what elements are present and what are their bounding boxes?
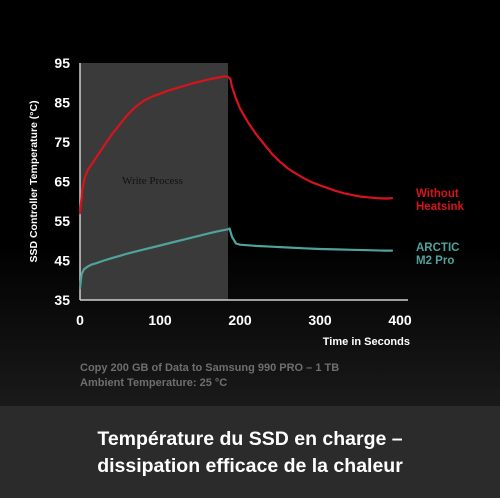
- legend-entry-without-heatsink: Without: [416, 188, 459, 200]
- y-tick-labels: 35 45 55 65 75 85 95: [54, 55, 70, 308]
- x-tick-label: 400: [388, 312, 412, 328]
- test-description: Copy 200 GB of Data to Samsung 990 PRO –…: [80, 362, 340, 374]
- y-tick-label: 35: [54, 292, 70, 308]
- legend-entry-arctic-m2-pro: ARCTIC: [416, 242, 459, 254]
- series-line-arctic-m2-pro: [78, 227, 394, 290]
- y-axis-label: SSD Controller Temperature (°C): [28, 100, 40, 262]
- x-tick-label: 200: [228, 312, 252, 328]
- y-tick-label: 85: [54, 95, 70, 111]
- series-line-without-heatsink: [78, 75, 394, 215]
- temperature-chart: Write Process 35 45 55 65 75 85 95 0 100 200 300 4…: [28, 55, 465, 348]
- y-tick-label: 95: [54, 55, 70, 71]
- title-banner: Température du SSD en charge – dissipati…: [0, 406, 500, 498]
- y-tick-label: 65: [54, 174, 70, 190]
- y-tick-label: 45: [54, 253, 70, 269]
- banner-title-line-2: dissipation efficace de la chaleur: [97, 455, 403, 477]
- x-tick-label: 0: [76, 312, 84, 328]
- x-tick-label: 100: [148, 312, 172, 328]
- write-process-label: Write Process: [122, 175, 183, 187]
- ambient-temperature-note: Ambient Temperature: 25 °C: [80, 377, 228, 389]
- chart-panel: Write Process 35 45 55 65 75 85 95 0 100 200 300 4…: [0, 0, 500, 406]
- banner-title-line-1: Température du SSD en charge –: [97, 428, 403, 450]
- y-tick-label: 55: [54, 213, 70, 229]
- x-tick-label: 300: [308, 312, 332, 328]
- x-tick-labels: 0 100 200 300 400: [76, 312, 412, 328]
- legend-entry-without-heatsink: Heatsink: [416, 201, 465, 213]
- series-lines: [78, 75, 394, 290]
- y-tick-label: 75: [54, 134, 70, 150]
- legend-entry-arctic-m2-pro: M2 Pro: [416, 255, 454, 267]
- x-axis-label: Time in Seconds: [323, 336, 410, 348]
